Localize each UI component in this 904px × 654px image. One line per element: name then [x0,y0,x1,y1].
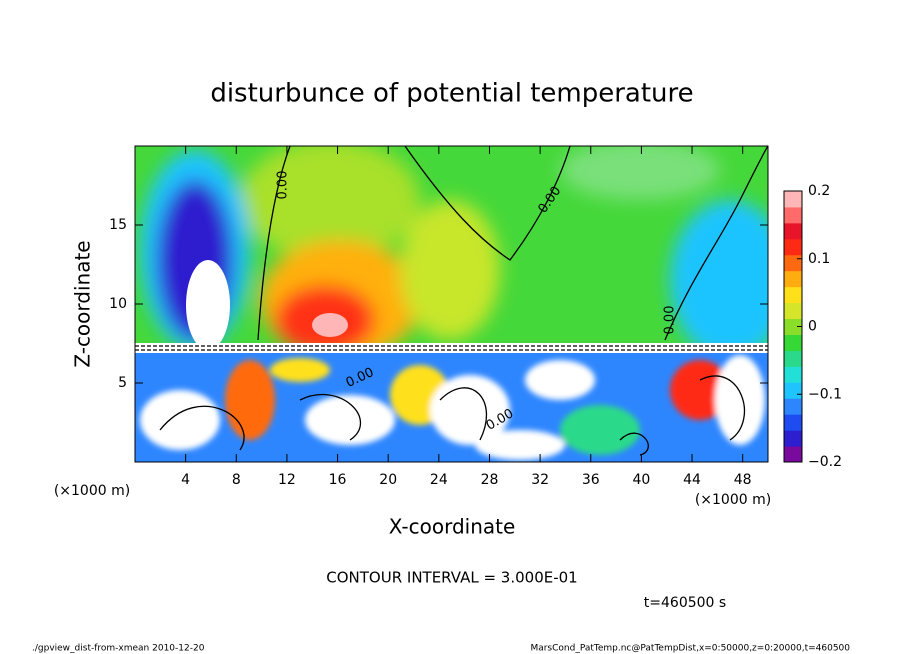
contour-label: 0.00 [276,171,291,200]
x-tick-label: 12 [278,472,296,488]
x-unit: (×1000 m) [695,492,771,508]
x-tick-label: 44 [683,472,701,488]
y-tick-label: 5 [118,375,127,391]
x-unit: (×1000 m) [54,483,130,499]
x-tick-label: 40 [632,472,650,488]
contour-interval: CONTOUR INTERVAL = 3.000E-01 [326,569,577,587]
colorbar-tick-label: 0 [808,319,817,335]
colorbar-swatch [784,446,802,463]
x-tick-label: 16 [329,472,347,488]
x-tick-label: 32 [531,472,549,488]
x-tick-label: 4 [181,472,190,488]
x-tick-label: 36 [582,472,600,488]
time-label: t=460500 s [644,595,726,611]
y-tick-label: 15 [109,217,127,233]
x-axis-label: X-coordinate [389,515,516,539]
colorbar-swatch [784,318,802,335]
colorbar-swatch [784,334,802,351]
footer-left: ./gpview_dist-from-xmean 2010-12-20 [32,644,205,654]
colorbar-swatch [784,222,802,240]
colorbar-swatch [784,254,802,272]
colorbar-swatch [784,191,802,208]
colorbar-swatch [784,206,802,224]
colorbar-swatch [784,366,802,383]
colorbar-swatch [784,414,802,431]
contour-label: 0.00 [663,306,678,335]
colorbar-swatch [784,302,802,320]
colorbar-swatch [784,398,802,415]
x-tick-label: 20 [379,472,397,488]
colorbar-swatch [784,286,802,304]
colorbar-tick-label: 0.1 [808,251,830,267]
x-tick-label: 8 [232,472,241,488]
colorbar-swatch [784,382,802,399]
colorbar-swatch [784,238,802,256]
colorbar-tick-label: 0.2 [808,183,830,199]
field [135,146,768,462]
chart-title: disturbunce of potential temperature [210,79,693,109]
footer-right: MarsCond_PatTemp.nc@PatTempDist,x=0:5000… [530,644,850,654]
colorbar-tick-label: −0.1 [808,386,842,402]
colorbar-swatch [784,430,802,447]
colorbar-tick-label: −0.2 [808,454,842,470]
x-tick-label: 24 [430,472,448,488]
y-axis-label: Z-coordinate [71,240,95,367]
colorbar-swatch [784,270,802,288]
x-tick-label: 48 [734,472,752,488]
colorbar-swatch [784,350,802,367]
x-tick-label: 28 [481,472,499,488]
y-tick-label: 10 [109,296,127,312]
